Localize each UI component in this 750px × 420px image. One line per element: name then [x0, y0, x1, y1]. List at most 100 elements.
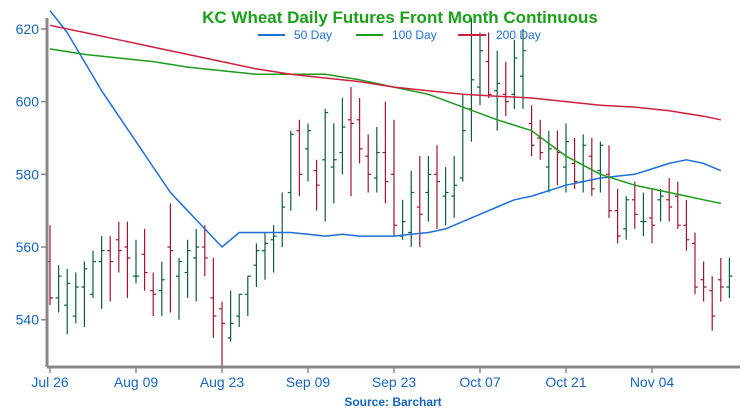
ohlc-bar	[468, 18, 475, 142]
ohlc-bar	[279, 192, 286, 248]
ohlc-bar	[244, 275, 251, 317]
ohlc-bar	[459, 94, 466, 182]
ohlc-bar	[700, 261, 707, 302]
ohlc-bar	[554, 130, 561, 186]
ohlc-bar	[150, 272, 157, 317]
ohlc-bar	[563, 123, 569, 193]
ohlc-bar	[485, 32, 492, 98]
legend-label-200-day: 200 Day	[496, 28, 541, 42]
y-tick-label: 580	[16, 166, 40, 182]
source-label: Source: Barchart	[344, 395, 441, 409]
ohlc-bar	[210, 257, 217, 338]
ohlc-bar	[339, 97, 346, 175]
ohlc-bar	[253, 243, 260, 288]
legend-label-50-day: 50 Day	[294, 28, 332, 42]
ohlc-bar	[537, 119, 544, 160]
plot-layer	[47, 10, 733, 367]
legend-label-100-day: 100 Day	[392, 28, 437, 42]
ohlc-bar	[201, 225, 208, 277]
ohlc-bar	[158, 261, 165, 317]
ohlc-bar	[666, 177, 673, 222]
ohlc-bar	[477, 32, 483, 106]
x-tick-label: Oct 21	[545, 374, 586, 390]
ohlc-bar	[425, 156, 432, 222]
ohlc-bar	[726, 257, 733, 298]
ohlc-bar	[674, 181, 681, 229]
chart-title: KC Wheat Daily Futures Front Month Conti…	[202, 8, 598, 27]
ohlc-bar	[382, 101, 389, 204]
y-tick-label: 620	[16, 21, 40, 37]
ohlc-bar	[98, 236, 105, 309]
ohlc-bar	[520, 28, 526, 109]
ohlc-bar	[115, 221, 122, 273]
ohlc-bar	[545, 130, 552, 193]
ohlc-bar	[184, 239, 191, 298]
ohlc-bar	[709, 276, 716, 331]
ohlc-bar	[296, 119, 303, 197]
x-tick-label: Aug 23	[200, 374, 245, 390]
ohlc-bar	[606, 145, 612, 218]
y-tick-label: 540	[16, 312, 40, 328]
ohlc-bar	[219, 301, 225, 367]
ohlc-bar	[571, 137, 578, 189]
ohlc-bar	[399, 199, 406, 240]
series-line-100-day	[49, 48, 721, 205]
x-tick-label: Sep 23	[372, 374, 417, 390]
ohlc-bar	[356, 97, 363, 164]
ohlc-bar	[124, 221, 131, 298]
ohlc-bar	[72, 272, 79, 324]
ohlc-bar	[90, 250, 96, 298]
ohlc-bar	[365, 134, 372, 193]
ohlc-bar	[313, 159, 320, 211]
ohlc-bar	[657, 188, 664, 222]
ohlc-bar	[262, 232, 268, 280]
ohlc-bar	[614, 188, 621, 244]
x-tick-label: Aug 09	[114, 374, 159, 390]
ohlc-bar	[434, 145, 440, 229]
ohlc-bar	[141, 228, 148, 291]
ohlc-bar	[416, 156, 423, 248]
ohlc-bar	[692, 232, 698, 295]
legend-item-50-day[interactable]: 50 Day	[258, 28, 332, 42]
ohlc-bar	[348, 87, 354, 197]
axes-layer: 540 560 580 600 620 Jul 26 Aug 09 Aug 23 Sep 09 S…	[16, 18, 740, 390]
ohlc-bar	[81, 261, 88, 328]
ohlc-bar	[330, 123, 337, 204]
ohlc-bar	[717, 257, 724, 302]
x-tick-label: Jul 26	[31, 374, 69, 390]
ohlc-bar	[167, 203, 174, 313]
y-tick-label: 560	[16, 239, 40, 255]
ohlc-bar	[511, 39, 518, 109]
ohlc-bar	[588, 137, 595, 197]
ohlc-bar	[107, 236, 114, 302]
ohlc-bar	[287, 130, 294, 211]
ohlc-bar	[236, 293, 243, 328]
ohlc-bar	[683, 199, 690, 251]
ohlc-bar	[451, 156, 458, 218]
ohlc-bar	[305, 123, 311, 182]
y-tick-label: 600	[16, 94, 40, 110]
ohlc-bar	[649, 188, 655, 244]
ohlc-bar	[597, 141, 604, 193]
ohlc-bar	[55, 265, 62, 313]
x-tick-label: Nov 04	[630, 374, 675, 390]
ohlc-bar	[133, 239, 139, 284]
ohlc-bar	[502, 61, 509, 117]
legend: 50 Day 100 Day 200 Day	[258, 28, 541, 42]
ohlc-bar	[227, 290, 234, 342]
ohlc-bar	[442, 167, 449, 226]
ohlc-bar	[373, 127, 380, 193]
ohlc-bar	[631, 181, 638, 229]
ohlc-bar	[64, 268, 71, 335]
ohlc-bar	[640, 192, 647, 237]
x-tick-label: Sep 09	[286, 374, 331, 390]
ohlc-bar	[494, 50, 501, 131]
legend-item-200-day[interactable]: 200 Day	[458, 28, 541, 42]
legend-item-100-day[interactable]: 100 Day	[356, 28, 437, 42]
ohlc-bar	[322, 108, 329, 222]
ohlc-bar	[176, 257, 182, 320]
series-line-200-day	[49, 24, 721, 121]
ohlc-bar	[623, 196, 630, 240]
x-tick-label: Oct 07	[459, 374, 500, 390]
